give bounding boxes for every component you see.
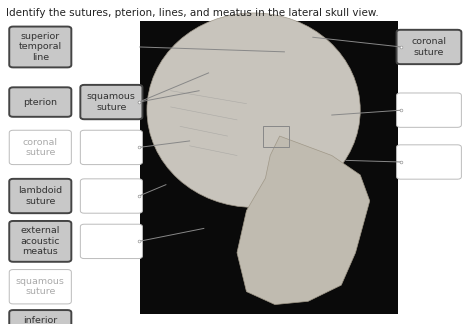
FancyBboxPatch shape: [9, 270, 72, 304]
Text: superior
temporal
line: superior temporal line: [19, 32, 62, 62]
Text: pterion: pterion: [23, 98, 57, 107]
Text: Identify the sutures, pterion, lines, and meatus in the lateral skull view.: Identify the sutures, pterion, lines, an…: [6, 8, 378, 18]
Text: lambdoid
suture: lambdoid suture: [18, 186, 63, 206]
FancyBboxPatch shape: [9, 179, 72, 213]
Ellipse shape: [147, 13, 360, 207]
Text: squamous
suture: squamous suture: [16, 277, 65, 296]
FancyBboxPatch shape: [9, 221, 72, 262]
Bar: [263, 126, 289, 147]
FancyBboxPatch shape: [9, 87, 72, 117]
FancyBboxPatch shape: [80, 85, 142, 119]
FancyBboxPatch shape: [9, 27, 72, 67]
FancyBboxPatch shape: [80, 130, 142, 165]
Text: coronal
suture: coronal suture: [411, 37, 447, 57]
Text: inferior
temporal
line: inferior temporal line: [19, 316, 62, 324]
FancyBboxPatch shape: [397, 93, 461, 127]
FancyBboxPatch shape: [80, 179, 142, 213]
FancyBboxPatch shape: [397, 145, 461, 179]
Text: external
acoustic
meatus: external acoustic meatus: [20, 226, 60, 256]
FancyBboxPatch shape: [9, 310, 72, 324]
FancyBboxPatch shape: [80, 224, 142, 259]
Text: squamous
suture: squamous suture: [87, 92, 136, 112]
Text: coronal
suture: coronal suture: [23, 138, 58, 157]
Polygon shape: [237, 136, 370, 305]
Bar: [140, 21, 398, 314]
FancyBboxPatch shape: [9, 130, 72, 165]
FancyBboxPatch shape: [397, 30, 461, 64]
